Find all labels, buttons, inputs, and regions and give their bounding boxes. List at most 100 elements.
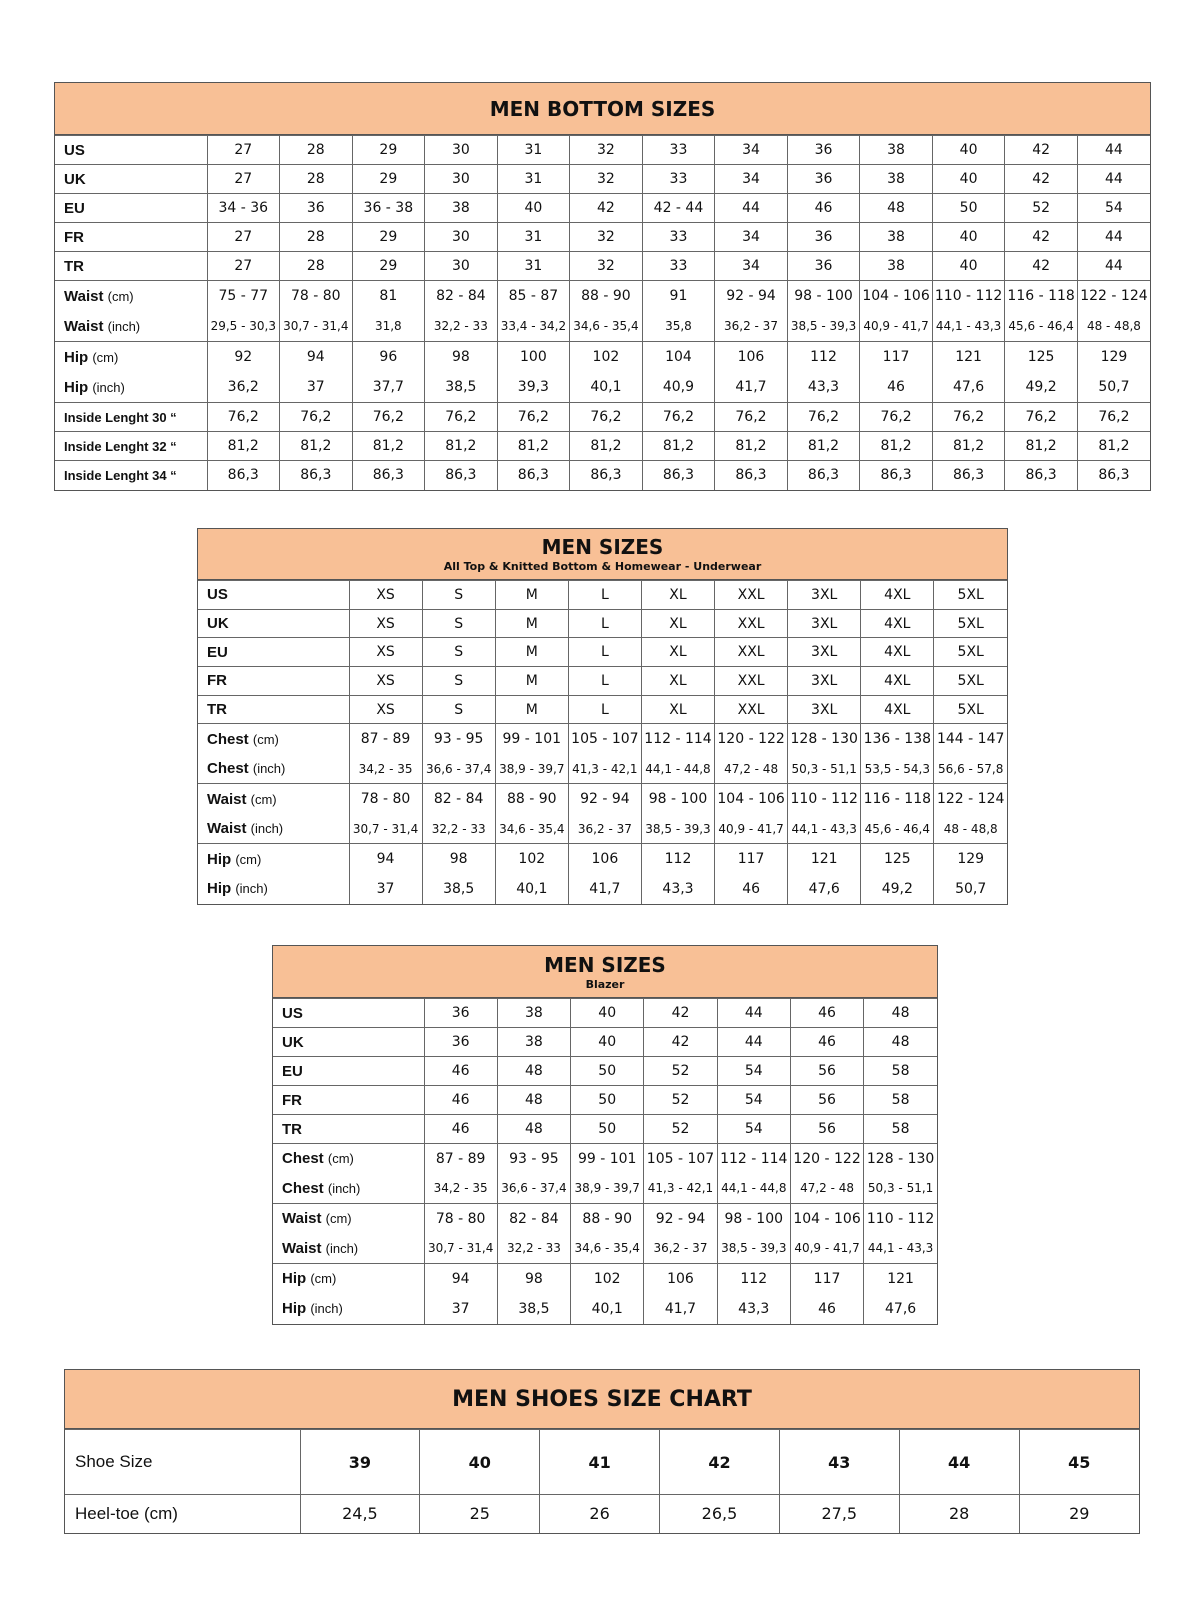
row-label-text: FR xyxy=(282,1091,302,1109)
size-cell: 27 xyxy=(206,251,281,281)
size-cell: 86,3 xyxy=(641,460,716,490)
size-cell: 52 xyxy=(1004,193,1078,223)
size-cell: 40 xyxy=(931,222,1006,252)
size-cell: S xyxy=(421,580,496,610)
size-cell: 50 xyxy=(570,1085,645,1115)
size-cell: 86,3 xyxy=(424,460,498,490)
size-cell: 29 xyxy=(351,222,426,252)
size-cell: 86,3 xyxy=(1004,460,1078,490)
table-row: Chest (inch) 34,2 - 35 36,6 - 37,4 38,9 - 3… xyxy=(273,1173,937,1204)
size-cell: 34,2 - 35 xyxy=(348,753,423,785)
size-cell: 75 - 77 xyxy=(206,280,281,311)
size-cell: 34 xyxy=(714,222,788,252)
row-label: Hip (inch) xyxy=(273,1293,425,1324)
size-cell: 26,5 xyxy=(659,1494,780,1533)
size-cell: 52 xyxy=(643,1114,718,1144)
size-cell: 49,2 xyxy=(860,873,935,904)
size-cell: 38,5 xyxy=(421,873,496,904)
size-cell: 98 - 100 xyxy=(716,1203,791,1234)
size-cell: 56 xyxy=(789,1114,865,1144)
size-cell: 52 xyxy=(643,1056,718,1086)
size-cell: 81,2 xyxy=(424,431,498,461)
row-label: Waist (cm) xyxy=(273,1203,425,1234)
size-cell: 86,3 xyxy=(351,460,426,490)
size-cell: 41 xyxy=(539,1429,661,1495)
size-cell: 88 - 90 xyxy=(494,783,569,814)
row-label-text: EU xyxy=(64,199,85,217)
size-cell: 40 xyxy=(931,164,1006,194)
row-label-text: Hip xyxy=(282,1270,307,1288)
size-cell: 76,2 xyxy=(351,402,426,432)
size-cell: 44,1 - 43,3 xyxy=(863,1233,937,1264)
row-label-text: Waist xyxy=(64,317,104,335)
size-cell: 82 - 84 xyxy=(421,783,496,814)
size-cell: 39,3 xyxy=(496,372,571,403)
size-cell: 81,2 xyxy=(931,431,1006,461)
size-cell: 38 xyxy=(859,222,933,252)
size-cell: 5XL xyxy=(933,580,1007,610)
size-cell: 40 xyxy=(570,1027,645,1057)
table-header: MEN SIZES All Top & Knitted Bottom & Home… xyxy=(198,529,1007,580)
size-cell: 36 xyxy=(786,251,861,281)
table-row: US XS S M L XL XXL 3XL 4XL 5XL xyxy=(198,580,1007,610)
size-cell: 30,7 - 31,4 xyxy=(423,1233,498,1264)
size-cell: 86,3 xyxy=(931,460,1006,490)
size-cell: 48 xyxy=(859,193,933,223)
size-cell: 81,2 xyxy=(786,431,861,461)
table-row: Hip (cm) 92 94 96 98 100 102 104 106 112 117 121 125… xyxy=(55,341,1150,372)
row-unit: (cm) xyxy=(250,791,277,807)
row-label: Inside Lenght 30 “ xyxy=(55,402,208,432)
size-cell: 76,2 xyxy=(569,402,643,432)
size-cell: 48 xyxy=(496,1114,572,1144)
size-cell: 37 xyxy=(279,372,353,403)
size-cell: 32 xyxy=(569,135,643,165)
size-cell: 128 - 130 xyxy=(863,1143,937,1174)
size-cell: 47,2 - 48 xyxy=(714,753,789,785)
row-unit: (cm) xyxy=(327,1151,354,1167)
size-cell: 58 xyxy=(863,1085,937,1115)
size-cell: 98 xyxy=(424,341,498,372)
size-cell: 106 xyxy=(567,843,642,874)
size-cell: 86,3 xyxy=(1076,460,1150,490)
size-cell: 27 xyxy=(206,135,281,165)
table-row: Waist (cm) 78 - 80 82 - 84 88 - 90 92 - 94 98… xyxy=(198,783,1007,814)
size-cell: 34,2 - 35 xyxy=(423,1173,498,1204)
row-label-text: Chest xyxy=(207,730,249,748)
row-label-text: Hip xyxy=(282,1300,307,1317)
row-label: Inside Lenght 34 “ xyxy=(55,460,208,490)
size-cell: 38 xyxy=(859,135,933,165)
size-cell: 5XL xyxy=(933,608,1007,639)
row-label: Chest (inch) xyxy=(198,753,350,785)
size-cell: 32,2 - 33 xyxy=(421,813,496,845)
size-cell: L xyxy=(567,580,642,610)
size-cell: 129 xyxy=(1076,341,1150,372)
size-cell: 36 - 38 xyxy=(351,193,426,223)
row-label-text: Hip xyxy=(64,378,89,396)
size-cell: 76,2 xyxy=(206,402,281,432)
size-cell: 31 xyxy=(496,164,571,194)
size-cell: 112 xyxy=(786,341,861,372)
size-cell: 136 - 138 xyxy=(860,723,935,754)
size-cell: 128 - 130 xyxy=(787,723,862,754)
table-row: TR XS S M L XL XXL 3XL 4XL 5XL xyxy=(198,694,1007,725)
size-cell: 92 - 94 xyxy=(567,783,642,814)
size-cell: 50,7 xyxy=(1076,372,1150,403)
size-cell: 30,7 - 31,4 xyxy=(348,813,423,845)
size-cell: 48 xyxy=(496,1056,572,1086)
size-cell: L xyxy=(567,666,642,696)
row-unit: (cm) xyxy=(310,1271,337,1287)
size-table: US XS S M L XL XXL 3XL 4XL 5XL UK XS S M L XL XXL 3XL 4XL 5… xyxy=(198,580,1007,904)
size-cell: 36,6 - 37,4 xyxy=(421,753,496,785)
size-cell: 40,1 xyxy=(569,372,643,403)
size-cell: 40,1 xyxy=(494,873,569,904)
size-cell: 42 xyxy=(643,1027,718,1057)
size-cell: 24,5 xyxy=(299,1494,421,1533)
size-cell: 86,3 xyxy=(859,460,933,490)
size-cell: 106 xyxy=(714,341,788,372)
size-cell: 38,9 - 39,7 xyxy=(570,1173,645,1204)
size-table: Shoe Size 39 40 41 42 43 44 45 Heel-toe (cm) 24,5… xyxy=(65,1429,1139,1533)
size-cell: 37,7 xyxy=(351,372,426,403)
size-cell: 46 xyxy=(786,193,861,223)
size-cell: 47,6 xyxy=(787,873,862,904)
size-cell: 42 xyxy=(643,998,718,1028)
